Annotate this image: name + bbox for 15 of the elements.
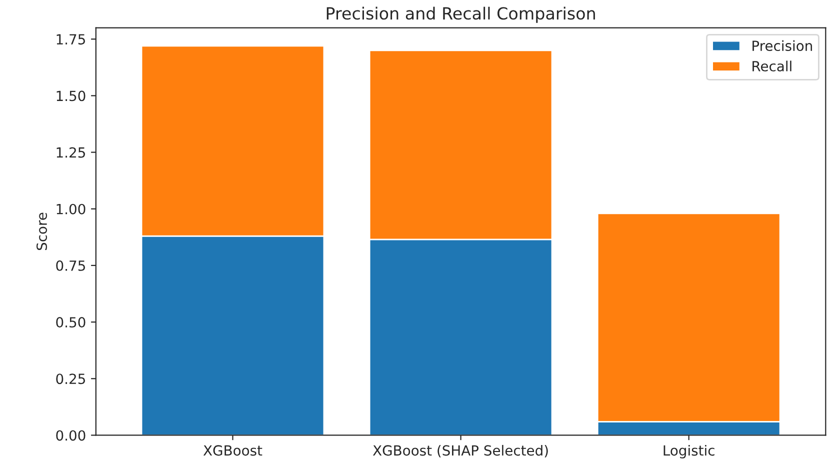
y-tick-label: 0.50 — [56, 317, 86, 328]
legend-label: Precision — [752, 40, 812, 52]
x-tick-label: XGBoost — [203, 445, 262, 456]
y-tick-label: 0.75 — [56, 260, 85, 271]
x-tick-label: Logistic — [664, 444, 714, 458]
y-tick-label: 1.25 — [56, 147, 85, 158]
y-tick-label: 1.50 — [56, 90, 86, 102]
chart-title: Precision and Recall Comparison — [326, 6, 595, 23]
y-tick-label: 0.25 — [56, 374, 85, 384]
legend-label: Recall — [752, 60, 792, 72]
y-axis-title: Score — [36, 212, 48, 250]
y-tick-label: 1.00 — [56, 204, 86, 214]
y-tick-label: 1.75 — [56, 34, 85, 45]
y-tick-label: 0.00 — [56, 430, 86, 441]
x-tick-label: XGBoost (SHAP Selected) — [372, 444, 548, 458]
